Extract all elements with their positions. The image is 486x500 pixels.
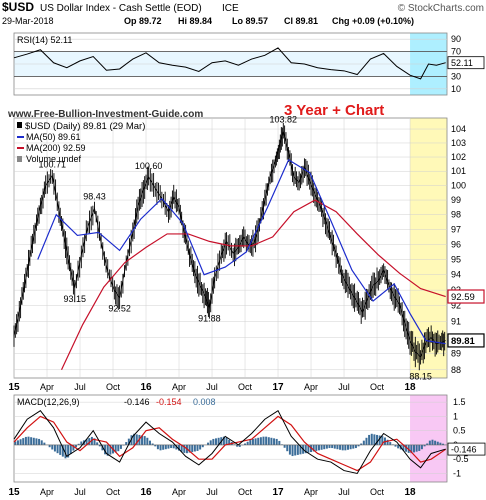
price-y-tick-label: 92 [451, 301, 461, 311]
macd-y-tick-label: 0.5 [453, 426, 466, 436]
macd-hist-value-label: 0.008 [193, 397, 216, 407]
price-y-tick-label: 94 [451, 270, 461, 280]
rsi-value-tag: 52.11 [451, 58, 473, 68]
brand-logo: © StockCharts.com [398, 3, 484, 14]
ma200-line [60, 199, 446, 371]
price-y-tick-label: 99 [451, 195, 461, 205]
price-level-label: 100.71 [39, 159, 67, 169]
x-axis-label: Apr [304, 382, 318, 392]
price-y-tick-label: 89 [451, 349, 461, 359]
x-axis-label-bottom: 15 [8, 487, 20, 498]
price-y-tick-label: 103 [451, 138, 466, 148]
price-level-label: 92.52 [108, 304, 131, 314]
price-y-tick-label: 96 [451, 239, 461, 249]
x-axis-label-bottom: Oct [370, 487, 385, 497]
macd-y-tick-label: -0.5 [453, 454, 469, 464]
volume-legend-label: Volume undef [26, 154, 82, 164]
price-y-tick-label: 100 [451, 181, 466, 191]
ma50-legend-label: MA(50) 89.61 [26, 132, 81, 142]
rsi-value-tag-box [447, 56, 485, 70]
x-axis-label-bottom: Apr [172, 487, 186, 497]
price-level-label: 91.88 [198, 314, 221, 324]
x-axis-label: 16 [140, 382, 152, 393]
x-axis-label: 18 [404, 382, 416, 393]
rsi-y-tick-label: 10 [451, 84, 461, 94]
x-axis-label: Jul [206, 382, 218, 392]
ticker-symbol: $USD [2, 0, 34, 14]
ma50-line [37, 158, 446, 345]
x-axis-label: 17 [272, 382, 284, 393]
rsi-line [13, 47, 446, 80]
x-axis-label: Apr [40, 382, 54, 392]
x-axis-label-bottom: Jul [74, 487, 86, 497]
price-y-tick-label: 101 [451, 166, 466, 176]
price-legend-label: $USD (Daily) 89.81 (29 Mar) [25, 121, 145, 132]
quote-date: 29-Mar-2018 [2, 16, 54, 26]
macd-legend-label: MACD(12,26,9) [17, 397, 80, 407]
macd-signal-line [13, 415, 447, 472]
exchange-label: ICE [222, 3, 239, 14]
rsi-y-tick-label: 70 [451, 47, 461, 57]
x-axis-label-bottom: 17 [272, 487, 284, 498]
rsi-y-tick-label: 90 [451, 34, 461, 44]
macd-line [13, 409, 446, 475]
macd-y-tick-label: 1.5 [453, 397, 466, 407]
price-y-tick-label: 91 [451, 316, 461, 326]
x-axis-label: Oct [370, 382, 385, 392]
x-axis-label-bottom: 18 [404, 487, 416, 498]
macd-signal-value-label: -0.154 [156, 397, 182, 407]
price-y-tick-label: 98 [451, 210, 461, 220]
price-value-tag: 89.81 [451, 336, 475, 347]
price-level-label: 88.15 [409, 371, 432, 381]
x-axis-label-bottom: Oct [238, 487, 253, 497]
price-level-label: 93.15 [63, 294, 86, 304]
x-axis-label: 15 [8, 382, 20, 393]
ohlc-low: Lo 89.57 [232, 16, 268, 26]
x-axis-label-bottom: Oct [106, 487, 121, 497]
price-level-label: 98.43 [83, 191, 106, 201]
price-value-tag: 92.59 [451, 292, 475, 303]
macd-value-tag-box [447, 442, 486, 456]
macd-value-label: -0.146 [124, 397, 150, 407]
x-axis-label: Oct [238, 382, 253, 392]
instrument-name: US Dollar Index - Cash Settle (EOD) [40, 3, 202, 14]
price-y-tick-label: 95 [451, 254, 461, 264]
x-axis-label: Jul [74, 382, 86, 392]
ohlc-open: Op 89.72 [124, 16, 162, 26]
x-axis-label: Apr [172, 382, 186, 392]
price-y-tick-label: 97 [451, 224, 461, 234]
ma200-legend-label: MA(200) 92.59 [26, 143, 86, 153]
price-level-label: 100.60 [135, 161, 163, 171]
x-axis-label-bottom: Jul [338, 487, 350, 497]
annotation-3-year-chart: 3 Year + Chart [284, 102, 384, 119]
price-value-tag-box [447, 289, 485, 304]
ohlc-high: Hi 89.84 [178, 16, 212, 26]
price-level-label: 103.82 [270, 115, 298, 125]
website-watermark: www.Free-Bullion-Investment-Guide.com [7, 109, 203, 120]
x-axis-label-bottom: 16 [140, 487, 152, 498]
price-y-tick-label: 104 [451, 124, 466, 134]
x-axis-label-bottom: Jul [206, 487, 218, 497]
ohlc-close: Cl 89.81 [284, 16, 318, 26]
macd-highlight-region [410, 395, 447, 482]
price-close-line [13, 131, 446, 358]
volume-legend-swatch [17, 156, 22, 162]
x-axis-label-bottom: Apr [304, 487, 318, 497]
x-axis-label: Jul [338, 382, 350, 392]
price-change: Chg +0.09 (+0.10%) [332, 16, 414, 26]
x-axis-label-bottom: Apr [40, 487, 54, 497]
macd-y-tick-label: -1 [453, 468, 461, 478]
price-value-tag-box [447, 333, 485, 348]
x-axis-label: Oct [106, 382, 121, 392]
price-legend-swatch [17, 122, 22, 128]
price-y-tick-label: 88 [451, 365, 461, 375]
price-y-tick-label: 102 [451, 152, 466, 162]
rsi-legend-label: RSI(14) 52.11 [17, 35, 72, 45]
rsi-y-tick-label: 30 [451, 71, 461, 81]
macd-value-tag: -0.146 [451, 445, 477, 455]
macd-y-tick-label: 1 [453, 411, 458, 421]
